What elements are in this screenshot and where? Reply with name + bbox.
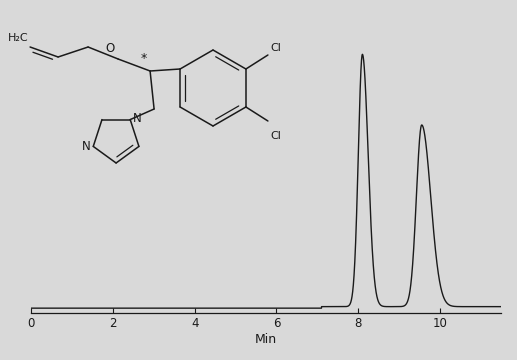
- Text: *: *: [141, 52, 147, 65]
- Text: Cl: Cl: [270, 131, 281, 141]
- X-axis label: Min: Min: [255, 333, 277, 346]
- Text: Cl: Cl: [270, 43, 281, 53]
- Text: N: N: [82, 140, 90, 153]
- Text: O: O: [106, 42, 115, 55]
- Text: N: N: [133, 112, 142, 125]
- Text: H₂C: H₂C: [7, 33, 28, 43]
